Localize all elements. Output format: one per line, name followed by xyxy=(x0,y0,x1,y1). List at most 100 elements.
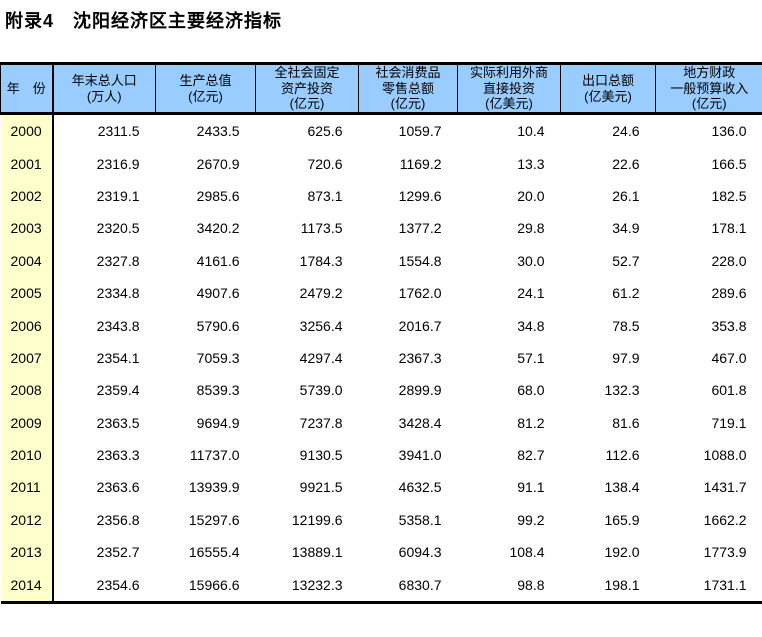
value-fiscal-revenue: 1662.2 xyxy=(703,511,747,528)
value-retail-sales: 1299.6 xyxy=(398,187,442,204)
value-population: 2363.6 xyxy=(96,479,140,496)
year-cell: 2001 xyxy=(0,147,54,180)
value-fiscal-revenue: 467.0 xyxy=(711,349,747,366)
year-cell: 2007 xyxy=(0,341,54,375)
value-fixed-asset-investment: 873.1 xyxy=(307,187,343,204)
value-gdp: 13939.9 xyxy=(188,479,240,496)
value-fdi-utilized: 81.2 xyxy=(517,414,545,431)
value-population: 2343.8 xyxy=(96,317,140,334)
value-fixed-asset-investment: 4297.4 xyxy=(299,349,343,366)
table-row: 2003 2320.5 3420.2 1173.5 1377.2 29.8 34.9 178.… xyxy=(0,212,762,245)
value-population: 2334.8 xyxy=(96,285,140,302)
value-fixed-asset-investment: 7237.8 xyxy=(299,414,343,431)
year-cell: 2010 xyxy=(0,438,54,472)
value-retail-sales: 1762.0 xyxy=(398,285,442,302)
value-total-exports: 198.1 xyxy=(604,576,640,593)
value-fixed-asset-investment: 625.6 xyxy=(307,123,343,140)
value-total-exports: 165.9 xyxy=(604,511,640,528)
value-gdp: 7059.3 xyxy=(196,349,240,366)
column-header-total-exports: 出口总额 (亿美元) xyxy=(560,63,656,115)
year-cell: 2006 xyxy=(0,309,54,342)
year-cell: 2012 xyxy=(0,503,54,537)
value-fiscal-revenue: 136.0 xyxy=(711,123,747,140)
value-retail-sales: 2899.9 xyxy=(398,382,442,399)
column-header-fdi-utilized: 实际利用外商 直接投资 (亿美元) xyxy=(457,63,561,115)
value-fdi-utilized: 30.0 xyxy=(517,252,545,269)
value-gdp: 15966.6 xyxy=(188,576,240,593)
value-fdi-utilized: 24.1 xyxy=(517,285,545,302)
value-fdi-utilized: 82.7 xyxy=(517,447,545,464)
table-row: 2002 2319.1 2985.6 873.1 1299.6 20.0 26.1 182.5 xyxy=(0,179,762,213)
value-population: 2356.8 xyxy=(96,511,140,528)
table-row: 2000 2311.5 2433.5 625.6 1059.7 10.4 24.6 136.0 xyxy=(0,113,762,148)
value-fdi-utilized: 57.1 xyxy=(517,349,545,366)
value-population: 2363.5 xyxy=(96,414,140,431)
value-gdp: 4907.6 xyxy=(196,285,240,302)
column-header-population: 年末总人口 (万人) xyxy=(52,63,156,115)
value-fixed-asset-investment: 1173.5 xyxy=(300,220,343,237)
column-header-fixed-asset-investment: 全社会固定 资产投资 (亿元) xyxy=(255,63,359,115)
economic-indicators-table: 年 份年末总人口 (万人) 生产总值 (亿元) 全社会固定 资产投资 (亿元) 社会消费品 零售… xyxy=(0,62,762,604)
table-row: 2012 2356.8 15297.6 12199.6 5358.1 99.2 165.9 1… xyxy=(0,503,762,537)
value-gdp: 5790.6 xyxy=(196,317,240,334)
value-total-exports: 97.9 xyxy=(612,349,640,366)
value-gdp: 11737.0 xyxy=(189,447,240,464)
value-gdp: 2985.6 xyxy=(196,187,240,204)
value-fdi-utilized: 34.8 xyxy=(517,317,545,334)
year-cell: 2008 xyxy=(0,374,54,407)
page-title: 附录4 沈阳经济区主要经济指标 xyxy=(5,11,283,31)
value-fdi-utilized: 68.0 xyxy=(517,382,545,399)
value-population: 2354.6 xyxy=(96,576,140,593)
value-gdp: 4161.6 xyxy=(196,252,240,269)
value-gdp: 2433.5 xyxy=(196,123,240,140)
year-cell: 2002 xyxy=(0,179,54,213)
value-retail-sales: 3428.4 xyxy=(398,414,442,431)
value-fiscal-revenue: 1731.1 xyxy=(703,576,747,593)
value-fixed-asset-investment: 13232.3 xyxy=(291,576,343,593)
value-retail-sales: 1169.2 xyxy=(399,155,442,172)
value-fiscal-revenue: 1431.7 xyxy=(703,479,747,496)
column-header-year: 年 份 xyxy=(0,63,54,115)
value-gdp: 8539.3 xyxy=(196,382,240,399)
value-population: 2327.8 xyxy=(96,252,140,269)
value-retail-sales: 6094.3 xyxy=(398,544,442,561)
value-total-exports: 192.0 xyxy=(604,544,640,561)
value-fiscal-revenue: 1773.9 xyxy=(703,544,747,561)
value-population: 2319.1 xyxy=(96,187,140,204)
value-total-exports: 61.2 xyxy=(612,285,640,302)
value-total-exports: 78.5 xyxy=(612,317,640,334)
value-retail-sales: 2016.7 xyxy=(398,317,442,334)
value-total-exports: 22.6 xyxy=(612,155,640,172)
table-row: 2014 2354.6 15966.6 13232.3 6830.7 98.8 198.1 1… xyxy=(0,568,762,603)
value-fiscal-revenue: 719.1 xyxy=(711,414,747,431)
value-fdi-utilized: 13.3 xyxy=(517,155,545,172)
value-fixed-asset-investment: 3256.4 xyxy=(299,317,343,334)
value-gdp: 2670.9 xyxy=(196,155,240,172)
value-fiscal-revenue: 178.1 xyxy=(711,220,747,237)
value-population: 2352.7 xyxy=(96,544,140,561)
value-fiscal-revenue: 601.8 xyxy=(711,382,747,399)
value-fdi-utilized: 20.0 xyxy=(517,187,545,204)
table-row: 2007 2354.1 7059.3 4297.4 2367.3 57.1 97.9 467.… xyxy=(0,341,762,375)
value-retail-sales: 4632.5 xyxy=(398,479,442,496)
year-cell: 2000 xyxy=(0,113,54,148)
value-total-exports: 34.9 xyxy=(612,220,640,237)
value-fdi-utilized: 29.8 xyxy=(517,220,545,237)
table-row: 2010 2363.3 11737.0 9130.5 3941.0 82.7 112.6 10… xyxy=(0,438,762,472)
value-total-exports: 132.3 xyxy=(604,382,640,399)
value-gdp: 16555.4 xyxy=(188,544,240,561)
value-retail-sales: 3941.0 xyxy=(398,447,442,464)
value-fiscal-revenue: 182.5 xyxy=(711,187,747,204)
value-population: 2363.3 xyxy=(96,447,140,464)
value-fixed-asset-investment: 12199.6 xyxy=(291,511,343,528)
value-fixed-asset-investment: 9130.5 xyxy=(299,447,343,464)
table-row: 2008 2359.4 8539.3 5739.0 2899.9 68.0 132.3 601… xyxy=(0,374,762,407)
value-fixed-asset-investment: 720.6 xyxy=(307,155,343,172)
table-row: 2011 2363.6 13939.9 9921.5 4632.5 91.1 138.4 14… xyxy=(0,471,762,504)
value-population: 2320.5 xyxy=(96,220,140,237)
value-fiscal-revenue: 289.6 xyxy=(711,285,747,302)
table-row: 2004 2327.8 4161.6 1784.3 1554.8 30.0 52.7 228.… xyxy=(0,244,762,277)
value-total-exports: 26.1 xyxy=(612,187,640,204)
value-fdi-utilized: 99.2 xyxy=(517,511,545,528)
